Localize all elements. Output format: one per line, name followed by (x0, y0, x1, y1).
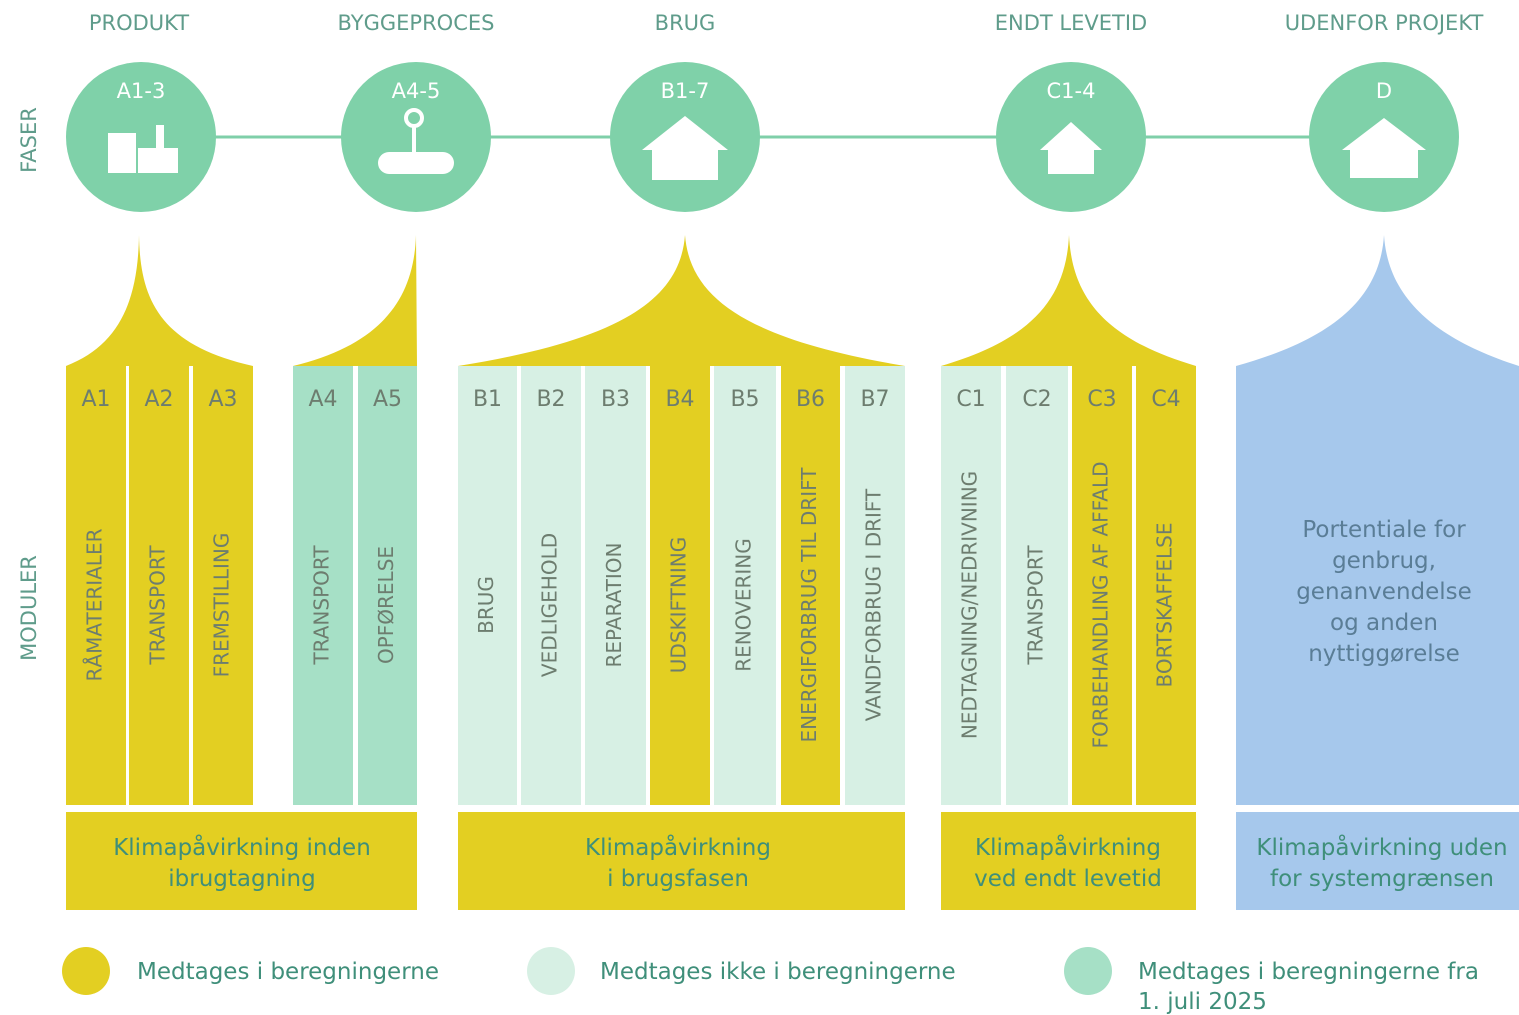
module-code: B4 (665, 387, 694, 412)
summary-box (458, 812, 905, 910)
module-code: B1 (473, 387, 502, 412)
phase-title: UDENFOR PROJEKT (1285, 11, 1484, 35)
module-column (1072, 366, 1132, 805)
legend-text: 1. juli 2025 (1138, 989, 1267, 1015)
legend-text: Medtages i beregningerne (137, 959, 439, 985)
summary-text: Klimapåvirkning (585, 833, 771, 861)
phase-circle (66, 62, 216, 212)
axis-label: FASER (17, 107, 41, 173)
legend-swatch (527, 947, 575, 995)
module-code: A3 (208, 387, 237, 412)
module-code: B6 (796, 387, 825, 412)
icon (138, 148, 178, 173)
module-column (1136, 366, 1196, 805)
module-label: UDSKIFTNING (667, 537, 691, 673)
phase-code: D (1376, 79, 1392, 103)
module-code: B3 (601, 387, 630, 412)
module-column (521, 366, 581, 805)
module-label: BORTSKAFFELSE (1153, 522, 1177, 687)
module-column (66, 366, 126, 805)
module-code: A5 (373, 387, 402, 412)
module-column (193, 366, 253, 805)
module-code: A4 (308, 387, 337, 412)
phase-code: A1-3 (117, 79, 166, 103)
module-column (1006, 366, 1068, 805)
module-label: OPFØRELSE (374, 546, 398, 664)
legend-swatch (62, 947, 110, 995)
module-code: C4 (1151, 387, 1180, 412)
module-code: A2 (144, 387, 173, 412)
module-column (458, 366, 517, 805)
summary-text: ved endt levetid (974, 866, 1162, 892)
legend-swatch (1064, 947, 1112, 995)
module-column (293, 366, 353, 805)
summary-box (941, 812, 1196, 910)
module-column (129, 366, 189, 805)
module-d-text: og anden (1330, 610, 1438, 636)
phase-title: ENDT LEVETID (995, 11, 1147, 35)
module-column (781, 366, 840, 805)
module-label: RENOVERING (732, 538, 756, 671)
axis-label: MODULER (17, 555, 41, 661)
module-label: VEDLIGEHOLD (538, 533, 562, 677)
module-code: C1 (956, 387, 985, 412)
module-label: FREMSTILLING (210, 533, 234, 678)
phase-title: PRODUKT (89, 11, 189, 35)
module-code: C3 (1087, 387, 1116, 412)
module-code: B2 (536, 387, 565, 412)
module-label: TRANSPORT (310, 545, 334, 666)
module-label: RÅMATERIALER (83, 528, 107, 681)
legend-text: Medtages i beregningerne fra (1138, 959, 1479, 985)
summary-text: for systemgrænsen (1270, 866, 1494, 892)
phase-code: B1-7 (661, 79, 710, 103)
phase-title: BYGGEPROCES (338, 11, 495, 35)
module-d-text: genanvendelse (1296, 579, 1472, 605)
summary-box (66, 812, 417, 910)
module-label: REPARATION (602, 542, 626, 667)
icon (1040, 122, 1102, 174)
module-column (650, 366, 710, 805)
summary-text: Klimapåvirkning uden (1256, 833, 1507, 861)
roof (66, 235, 253, 366)
icon (1342, 118, 1426, 178)
icon (156, 125, 164, 149)
module-d-text: Portentiale for (1302, 517, 1466, 543)
module-label: TRANSPORT (1024, 545, 1048, 666)
module-code: B5 (730, 387, 759, 412)
summary-text: ibrugtagning (168, 866, 315, 892)
phase-code: A4-5 (392, 79, 441, 103)
roof (1236, 235, 1519, 805)
summary-text: Klimapåvirkning inden (113, 833, 371, 861)
phase-code: C1-4 (1047, 79, 1096, 103)
module-column (941, 366, 1001, 805)
roof (941, 235, 1196, 366)
summary-text: i brugsfasen (607, 866, 749, 892)
module-column (585, 366, 646, 805)
module-label: ENERGIFORBRUG TIL DRIFT (797, 467, 821, 743)
module-label: FORBEHANDLING AF AFFALD (1089, 461, 1113, 748)
module-code: B7 (860, 387, 889, 412)
module-label: NEDTAGNING/NEDRIVNING (958, 471, 982, 739)
module-code: C2 (1022, 387, 1051, 412)
module-column (714, 366, 776, 805)
module-label: VANDFORBRUG I DRIFT (862, 488, 886, 721)
module-label: TRANSPORT (146, 545, 170, 666)
module-label: BRUG (474, 576, 498, 634)
module-column (358, 366, 417, 805)
roof (293, 235, 417, 366)
icon (108, 133, 136, 173)
module-d-text: nyttiggørelse (1308, 641, 1460, 667)
summary-text: Klimapåvirkning (975, 833, 1161, 861)
module-d-text: genbrug, (1332, 548, 1436, 574)
summary-box (1236, 812, 1519, 910)
phase-title: BRUG (655, 11, 716, 35)
module-column (845, 366, 905, 805)
icons (108, 108, 1426, 180)
module-code: A1 (81, 387, 110, 412)
icon (378, 152, 454, 174)
legend-text: Medtages ikke i beregningerne (600, 959, 956, 985)
icon (642, 116, 728, 180)
roof (458, 235, 905, 366)
